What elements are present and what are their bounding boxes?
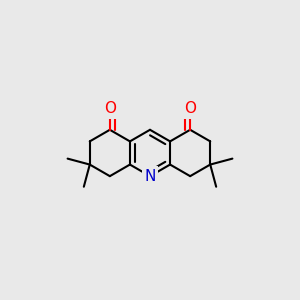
Text: O: O bbox=[104, 101, 116, 116]
Text: N: N bbox=[144, 169, 156, 184]
Text: O: O bbox=[184, 101, 196, 116]
